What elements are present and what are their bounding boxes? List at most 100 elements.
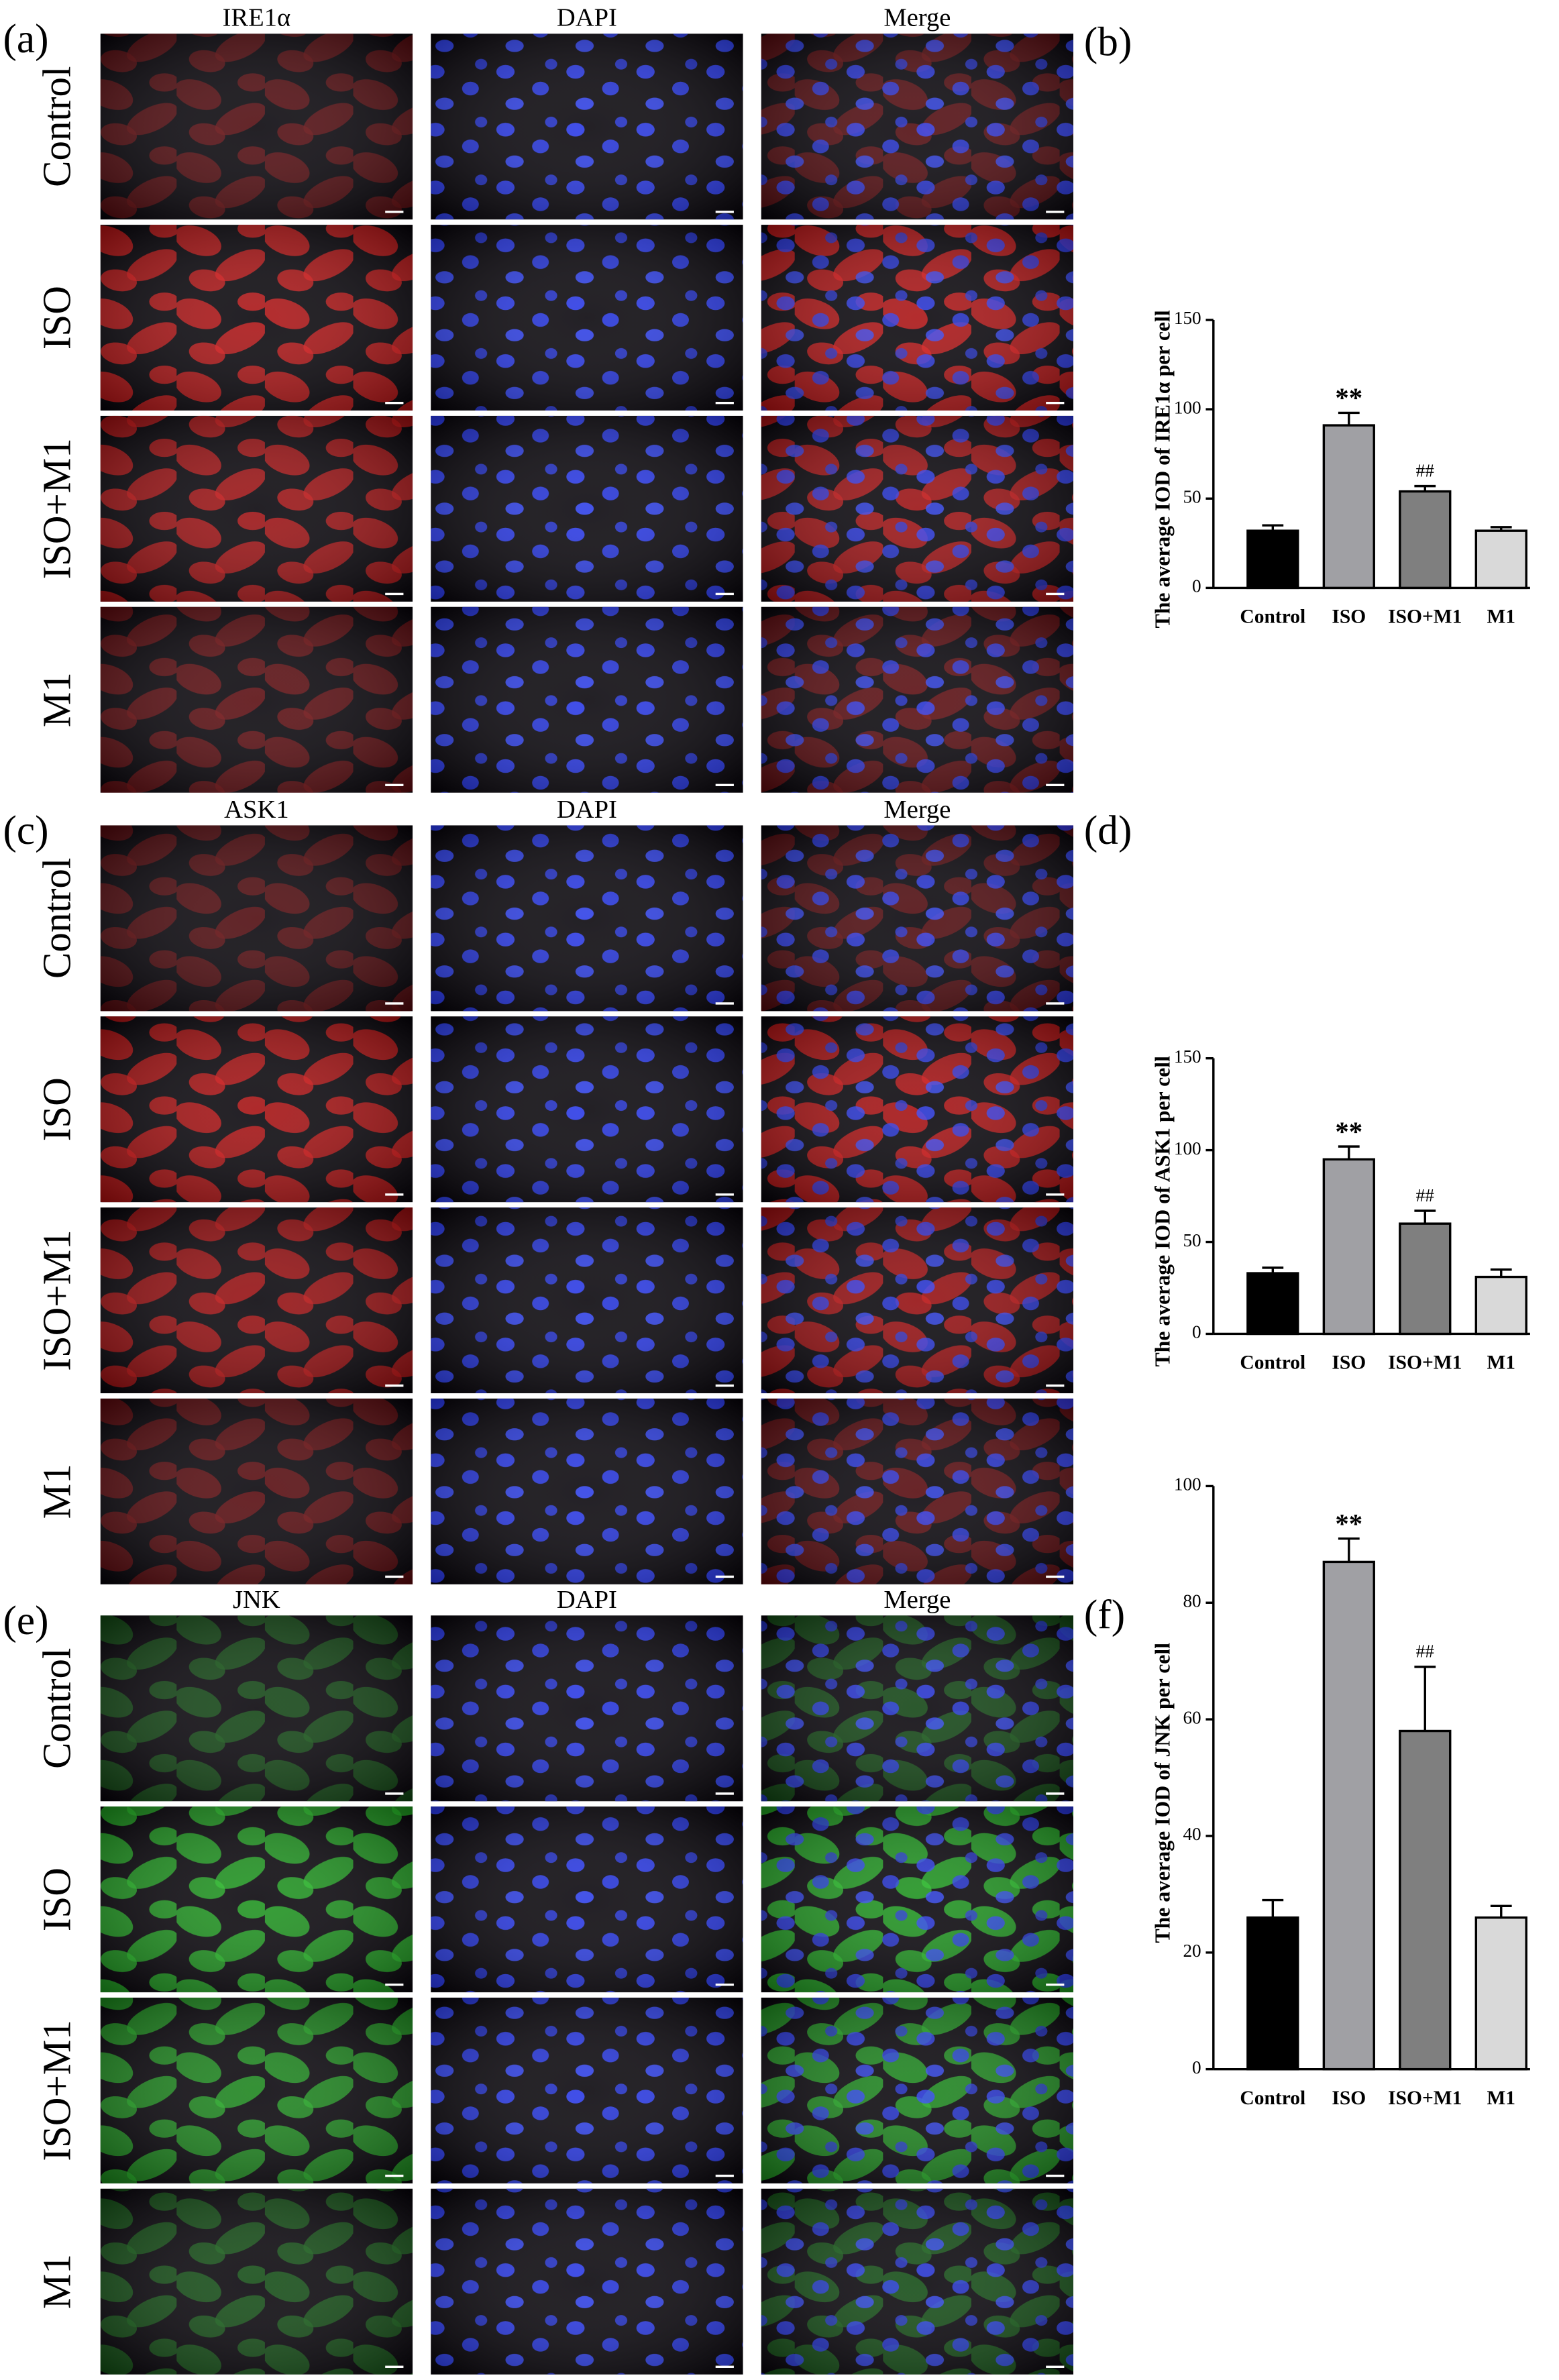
bar [1474, 529, 1527, 590]
vignette [431, 606, 743, 793]
vignette [761, 415, 1074, 602]
y-tick-label: 80 [1183, 1591, 1201, 1611]
y-tick-label: 100 [1174, 1138, 1201, 1158]
micrograph [431, 2188, 743, 2375]
row-label: M1 [34, 672, 78, 727]
y-tick-label: 0 [1192, 1322, 1201, 1342]
y-tick-label: 40 [1183, 1824, 1201, 1844]
micrograph [761, 34, 1074, 220]
bar [1474, 1275, 1527, 1336]
y-axis-label: The average IOD of IRE1α per cell [1150, 310, 1174, 628]
vignette [431, 1997, 743, 2183]
micrograph [431, 825, 743, 1012]
vignette [431, 1806, 743, 1993]
micrograph [761, 825, 1074, 1012]
y-tick-label: 50 [1183, 1230, 1201, 1250]
vignette [100, 1016, 413, 1203]
row-label: M1 [34, 1464, 78, 1519]
vignette [100, 1207, 413, 1393]
panel-label: (d) [1084, 808, 1132, 853]
significance-label: ** [1335, 383, 1362, 413]
vignette [100, 606, 413, 793]
vignette [761, 606, 1074, 793]
column-title: DAPI [557, 796, 617, 824]
bar [1246, 529, 1299, 590]
vignette [761, 225, 1074, 411]
micrograph [100, 1615, 413, 1802]
bar [1474, 1916, 1527, 2071]
vignette [100, 34, 413, 220]
bar [1322, 1560, 1375, 2071]
significance-label: ** [1335, 1509, 1362, 1539]
bar [1399, 490, 1452, 590]
x-tick-label: M1 [1487, 606, 1515, 628]
y-tick-label: 150 [1174, 1046, 1201, 1067]
bar [1322, 1158, 1375, 1336]
vignette [761, 1207, 1074, 1393]
column-title: ASK1 [224, 796, 288, 824]
y-axis-label: The average IOD of JNK per cell [1150, 1643, 1174, 1943]
micrograph [761, 1398, 1074, 1584]
micrograph [100, 2188, 413, 2375]
row-label: Control [34, 66, 78, 187]
micrograph [761, 1016, 1074, 1203]
vignette [100, 225, 413, 411]
x-tick-label: ISO [1332, 606, 1366, 628]
y-tick-label: 0 [1192, 2057, 1201, 2077]
row-label: M1 [34, 2254, 78, 2309]
significance-label: ## [1416, 460, 1435, 480]
x-tick-label: ISO+M1 [1388, 1352, 1462, 1374]
micrograph [431, 225, 743, 411]
micrograph [431, 1997, 743, 2183]
vignette [431, 415, 743, 602]
y-tick-label: 20 [1183, 1941, 1201, 1961]
vignette [100, 825, 413, 1012]
micrograph [100, 1207, 413, 1393]
micrograph [431, 1016, 743, 1203]
panel-label: (e) [3, 1598, 49, 1643]
vignette [100, 1615, 413, 1802]
row-label: ISO+M1 [34, 2020, 78, 2161]
micrograph [100, 415, 413, 602]
micrograph [100, 34, 413, 220]
vignette [100, 1806, 413, 1993]
vignette [761, 1997, 1074, 2183]
micrograph [761, 2188, 1074, 2375]
x-tick-label: M1 [1487, 2088, 1515, 2109]
vignette [761, 34, 1074, 220]
micrograph [100, 1398, 413, 1584]
micrograph [431, 1398, 743, 1584]
vignette [431, 1615, 743, 1802]
micrograph [761, 606, 1074, 793]
significance-label: ** [1335, 1116, 1362, 1146]
row-label: ISO [34, 1077, 78, 1141]
panel-label: (c) [3, 808, 49, 853]
x-tick-label: ISO [1332, 1352, 1366, 1374]
column-title: JNK [233, 1586, 280, 1614]
x-tick-label: M1 [1487, 1352, 1515, 1374]
micrograph [761, 415, 1074, 602]
bar [1399, 1729, 1452, 2071]
vignette [431, 1207, 743, 1393]
micrograph [761, 1207, 1074, 1393]
row-label: ISO [34, 286, 78, 349]
column-title: Merge [883, 1586, 951, 1614]
row-label: ISO+M1 [34, 438, 78, 579]
x-tick-label: ISO [1332, 2088, 1366, 2109]
micrograph [100, 1016, 413, 1203]
micrograph [100, 1997, 413, 2183]
y-tick-label: 60 [1183, 1707, 1201, 1727]
y-tick-label: 100 [1174, 1474, 1201, 1495]
y-axis-label: The average IOD of ASK1 per cell [1150, 1056, 1174, 1367]
vignette [761, 1806, 1074, 1993]
bar [1322, 424, 1375, 590]
vignette [761, 2188, 1074, 2375]
row-label: Control [34, 858, 78, 979]
vignette [761, 1615, 1074, 1802]
micrograph [431, 606, 743, 793]
bar [1399, 1222, 1452, 1336]
vignette [100, 2188, 413, 2375]
vignette [761, 1398, 1074, 1584]
